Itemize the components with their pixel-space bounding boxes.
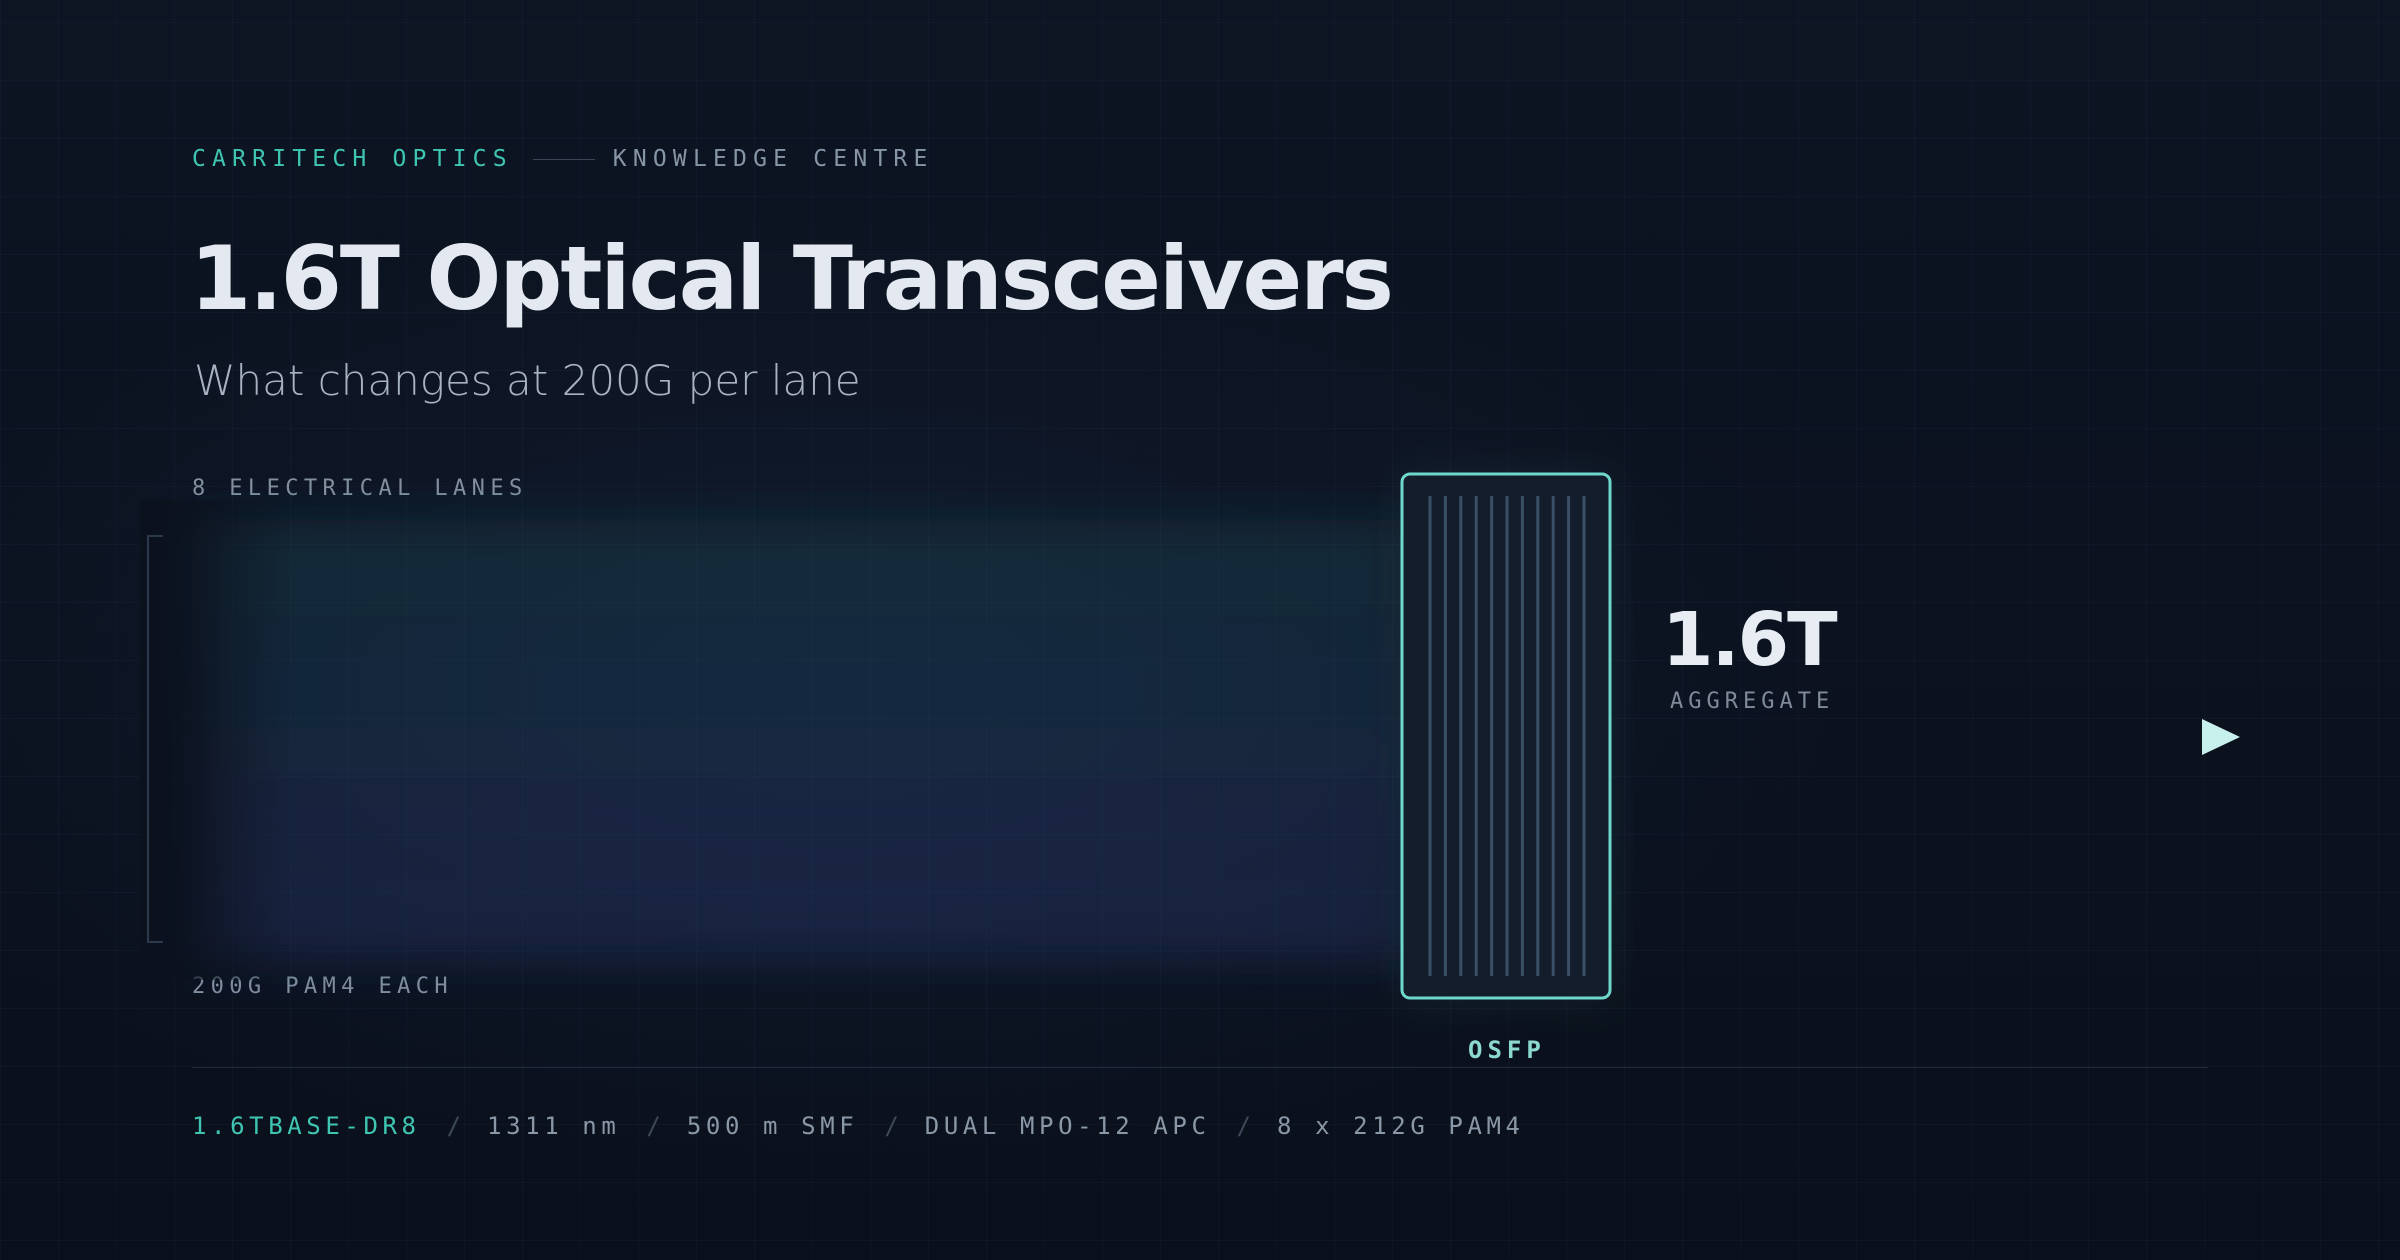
spec-separator: /: [884, 1112, 899, 1140]
eyebrow: CARRITECH OPTICS KNOWLEDGE CENTRE: [192, 146, 934, 172]
arrow-head: [2202, 719, 2240, 755]
spec-separator: /: [1236, 1112, 1251, 1140]
section-name: KNOWLEDGE CENTRE: [612, 146, 934, 172]
spec-bar: 1.6TBASE-DR8 / 1311 nm / 500 m SMF / DUA…: [192, 1112, 1525, 1140]
spec-connector: DUAL MPO-12 APC: [924, 1112, 1211, 1140]
page-title: 1.6T Optical Transceivers: [190, 227, 1394, 330]
spec-separator: /: [446, 1112, 462, 1140]
lanes-label: 8 ELECTRICAL LANES: [192, 476, 528, 501]
footer-divider: [192, 1067, 2208, 1068]
lanes-bracket: [147, 535, 163, 943]
aggregate-arrow: [1612, 719, 2240, 755]
osfp-module: [1400, 472, 1612, 1000]
lane-group: [192, 534, 1402, 944]
spec-signaling: 8 x 212G PAM4: [1276, 1112, 1525, 1140]
spec-separator: /: [646, 1112, 661, 1140]
spec-standard: 1.6TBASE-DR8: [192, 1112, 421, 1140]
spec-wavelength: 1311 nm: [487, 1112, 621, 1140]
module-fins: [1428, 496, 1586, 976]
eyebrow-divider: [532, 158, 595, 160]
aggregate-value: 1.6T: [1662, 597, 1838, 683]
aggregate-label: AGGREGATE: [1670, 689, 1835, 714]
module-label: OSFP: [1468, 1036, 1546, 1064]
brand-name: CARRITECH OPTICS: [192, 146, 513, 172]
page-subtitle: What changes at 200G per lane: [194, 356, 861, 405]
lanes-fade: [140, 500, 1420, 980]
spec-reach: 500 m SMF: [686, 1112, 859, 1140]
